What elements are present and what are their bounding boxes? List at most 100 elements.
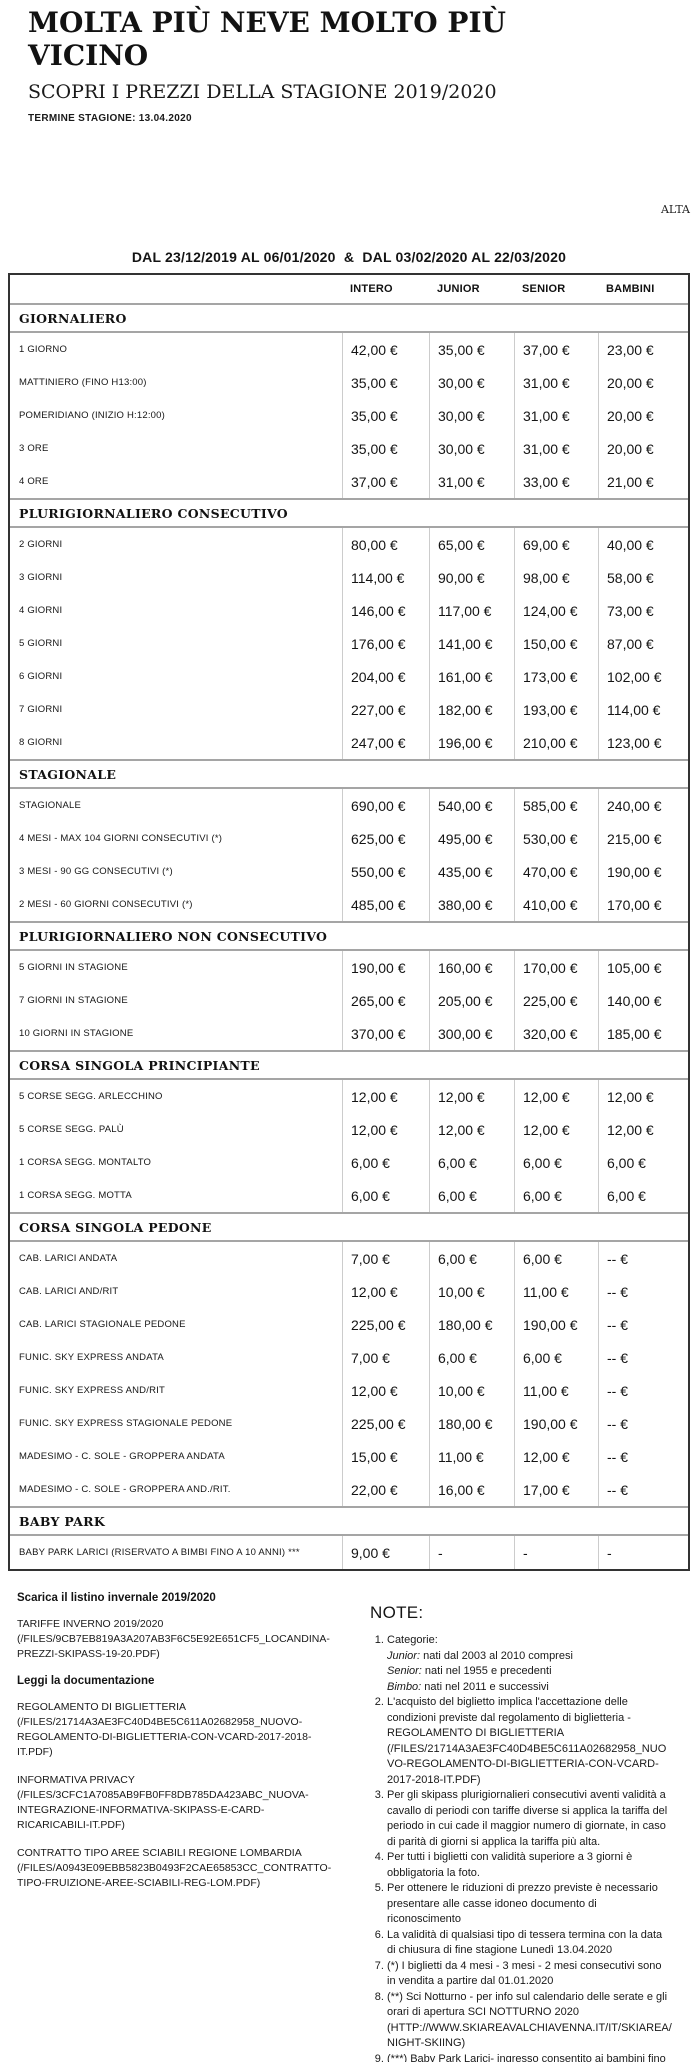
price-cell: 9,00 € bbox=[342, 1536, 429, 1569]
price-table: INTERO JUNIOR SENIOR BAMBINI GIORNALIERO… bbox=[8, 273, 690, 1571]
row-label: 4 MESI - MAX 104 GIORNI CONSECUTIVI (*) bbox=[19, 833, 223, 844]
price-cell: 117,00 € bbox=[429, 594, 514, 627]
row-label: 5 GIORNI bbox=[19, 638, 63, 649]
note-item: Per gli skipass plurigiornalieri consecu… bbox=[387, 1788, 672, 1850]
price-cell: 37,00 € bbox=[342, 465, 429, 498]
price-cell: 585,00 € bbox=[514, 789, 598, 822]
table-row: 4 MESI - MAX 104 GIORNI CONSECUTIVI (*) … bbox=[10, 822, 688, 855]
price-cell: 6,00 € bbox=[514, 1242, 598, 1275]
price-cell: 170,00 € bbox=[514, 951, 598, 984]
price-cell: 6,00 € bbox=[514, 1179, 598, 1212]
price-cell: 6,00 € bbox=[429, 1179, 514, 1212]
price-cell: 6,00 € bbox=[514, 1146, 598, 1179]
download-link[interactable]: TARIFFE INVERNO 2019/2020 (/FILES/9CB7EB… bbox=[17, 1618, 330, 1660]
note-item: (***) Baby Park Larici- ingresso consent… bbox=[387, 2052, 672, 2062]
row-label: 1 CORSA SEGG. MOTTA bbox=[19, 1190, 132, 1201]
price-cell: 160,00 € bbox=[429, 951, 514, 984]
price-cell: 30,00 € bbox=[429, 366, 514, 399]
price-cell: 35,00 € bbox=[342, 366, 429, 399]
note-item: (*) I biglietti da 4 mesi - 3 mesi - 2 m… bbox=[387, 1959, 672, 1990]
price-cell: 227,00 € bbox=[342, 693, 429, 726]
row-label: STAGIONALE bbox=[19, 800, 82, 811]
note-subline: Junior: nati dal 2003 al 2010 compresi bbox=[387, 1649, 573, 1662]
column-header-senior: SENIOR bbox=[522, 283, 566, 295]
price-cell: 35,00 € bbox=[429, 333, 514, 366]
table-row: FUNIC. SKY EXPRESS STAGIONALE PEDONE 225… bbox=[10, 1407, 688, 1440]
table-row: 2 GIORNI 80,00 €65,00 €69,00 €40,00 € bbox=[10, 528, 688, 561]
price-cell: 6,00 € bbox=[514, 1341, 598, 1374]
price-cell: 435,00 € bbox=[429, 855, 514, 888]
table-section: PLURIGIORNALIERO NON CONSECUTIVO 5 GIORN… bbox=[10, 923, 688, 1052]
downloads-panel: Scarica il listino invernale 2019/2020 T… bbox=[17, 1592, 332, 1904]
price-cell: 33,00 € bbox=[514, 465, 598, 498]
price-cell: 190,00 € bbox=[342, 951, 429, 984]
download-link[interactable]: REGOLAMENTO DI BIGLIETTERIA (/FILES/2171… bbox=[17, 1701, 312, 1758]
download-link[interactable]: INFORMATIVA PRIVACY (/FILES/3CFC1A7085AB… bbox=[17, 1774, 309, 1831]
notes-heading: NOTE: bbox=[370, 1603, 424, 1622]
download-link[interactable]: CONTRATTO TIPO AREE SCIABILI REGIONE LOM… bbox=[17, 1847, 332, 1889]
section-title: BABY PARK bbox=[10, 1508, 688, 1536]
price-cell: 30,00 € bbox=[429, 432, 514, 465]
price-cell: 58,00 € bbox=[598, 561, 688, 594]
price-cell: 17,00 € bbox=[514, 1473, 598, 1506]
price-cell: 6,00 € bbox=[598, 1146, 688, 1179]
row-label: 5 GIORNI IN STAGIONE bbox=[19, 962, 128, 973]
row-label: CAB. LARICI STAGIONALE PEDONE bbox=[19, 1319, 186, 1330]
price-cell: 35,00 € bbox=[342, 432, 429, 465]
price-cell: - bbox=[514, 1536, 598, 1569]
price-cell: 180,00 € bbox=[429, 1407, 514, 1440]
row-label: 1 GIORNO bbox=[19, 344, 68, 355]
price-cell: 12,00 € bbox=[514, 1113, 598, 1146]
price-cell: 20,00 € bbox=[598, 366, 688, 399]
table-column-header: INTERO JUNIOR SENIOR BAMBINI bbox=[10, 275, 688, 305]
price-cell: 12,00 € bbox=[342, 1113, 429, 1146]
price-cell: 12,00 € bbox=[342, 1275, 429, 1308]
price-cell: 23,00 € bbox=[598, 333, 688, 366]
price-cell: 225,00 € bbox=[342, 1407, 429, 1440]
downloads-list-tariffe: TARIFFE INVERNO 2019/2020 (/FILES/9CB7EB… bbox=[17, 1617, 332, 1662]
price-cell: -- € bbox=[598, 1341, 688, 1374]
price-cell: 185,00 € bbox=[598, 1017, 688, 1050]
price-cell: 35,00 € bbox=[342, 399, 429, 432]
row-label: 1 CORSA SEGG. MONTALTO bbox=[19, 1157, 152, 1168]
row-label: 5 CORSE SEGG. ARLECCHINO bbox=[19, 1091, 163, 1102]
table-section: STAGIONALE STAGIONALE 690,00 €540,00 €58… bbox=[10, 761, 688, 923]
note-subline: Bimbo: nati nel 2011 e successivi bbox=[387, 1680, 549, 1693]
row-label: 5 CORSE SEGG. PALÙ bbox=[19, 1124, 124, 1135]
price-cell: 80,00 € bbox=[342, 528, 429, 561]
price-cell: 380,00 € bbox=[429, 888, 514, 921]
price-cell: 10,00 € bbox=[429, 1275, 514, 1308]
price-cell: -- € bbox=[598, 1440, 688, 1473]
price-cell: 37,00 € bbox=[514, 333, 598, 366]
price-cell: 87,00 € bbox=[598, 627, 688, 660]
note-item: L'acquisto del biglietto implica l'accet… bbox=[387, 1695, 672, 1788]
table-section: CORSA SINGOLA PEDONE CAB. LARICI ANDATA … bbox=[10, 1214, 688, 1508]
table-row: BABY PARK LARICI (RISERVATO A BIMBI FINO… bbox=[10, 1536, 688, 1569]
price-cell: 12,00 € bbox=[342, 1080, 429, 1113]
row-label: POMERIDIANO (INIZIO H:12:00) bbox=[19, 410, 166, 421]
price-cell: 530,00 € bbox=[514, 822, 598, 855]
note-subline: Senior: nati nel 1955 e precedenti bbox=[387, 1665, 552, 1677]
row-label: FUNIC. SKY EXPRESS ANDATA bbox=[19, 1352, 164, 1363]
price-cell: 182,00 € bbox=[429, 693, 514, 726]
column-header-intero: INTERO bbox=[350, 283, 393, 295]
section-title: CORSA SINGOLA PEDONE bbox=[10, 1214, 688, 1242]
table-row: MATTINIERO (FINO H13:00) 35,00 €30,00 €3… bbox=[10, 366, 688, 399]
price-cell: 247,00 € bbox=[342, 726, 429, 759]
price-cell: 11,00 € bbox=[514, 1275, 598, 1308]
price-cell: 180,00 € bbox=[429, 1308, 514, 1341]
price-cell: 193,00 € bbox=[514, 693, 598, 726]
table-row: FUNIC. SKY EXPRESS AND/RIT 12,00 €10,00 … bbox=[10, 1374, 688, 1407]
downloads-heading: Scarica il listino invernale 2019/2020 bbox=[17, 1592, 216, 1604]
price-cell: 123,00 € bbox=[598, 726, 688, 759]
price-cell: 196,00 € bbox=[429, 726, 514, 759]
table-row: 8 GIORNI 247,00 €196,00 €210,00 €123,00 … bbox=[10, 726, 688, 759]
price-cell: 31,00 € bbox=[514, 366, 598, 399]
price-cell: 470,00 € bbox=[514, 855, 598, 888]
price-cell: 12,00 € bbox=[342, 1374, 429, 1407]
price-cell: 42,00 € bbox=[342, 333, 429, 366]
price-cell: 300,00 € bbox=[429, 1017, 514, 1050]
row-label: 3 ORE bbox=[19, 443, 49, 454]
row-label: 3 GIORNI bbox=[19, 572, 63, 583]
price-cell: -- € bbox=[598, 1308, 688, 1341]
